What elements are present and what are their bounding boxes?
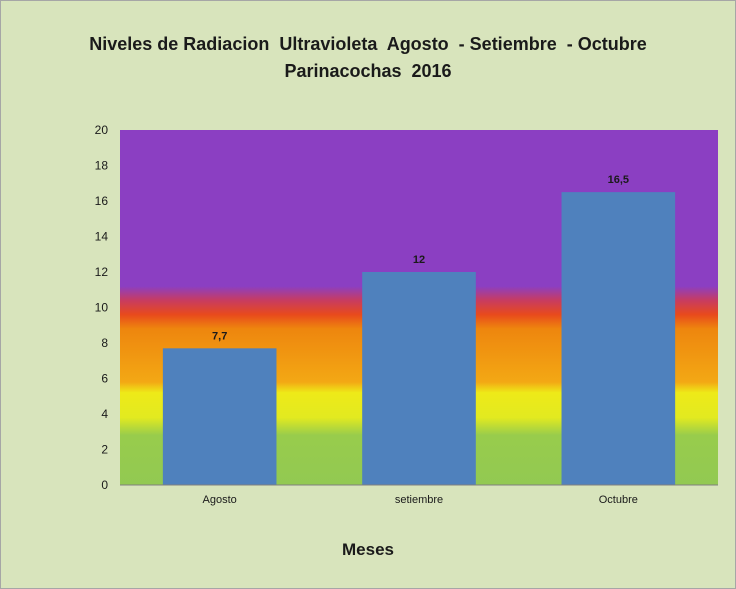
y-tick-label: 20 (95, 123, 109, 137)
y-tick-label: 0 (101, 478, 108, 492)
y-tick-label: 8 (101, 336, 108, 350)
data-label: 16,5 (608, 174, 629, 186)
y-tick-label: 4 (101, 407, 108, 421)
data-label: 12 (413, 254, 425, 266)
data-label: 7,7 (212, 330, 227, 342)
chart-title: Niveles de Radiacion Ultravioleta Agosto… (0, 31, 736, 85)
y-tick-label: 6 (101, 372, 108, 386)
bars: 7,7 12 16,5 (162, 174, 676, 485)
y-axis: 0 2 4 6 8 10 12 14 16 18 20 (95, 123, 109, 492)
y-tick-label: 18 (95, 159, 109, 173)
bar (162, 348, 277, 485)
chart-title-line-2: Parinacochas 2016 (284, 61, 452, 81)
x-tick-label: Octubre (599, 494, 638, 506)
y-tick-label: 14 (95, 230, 109, 244)
x-tick-label: Agosto (203, 494, 237, 506)
y-tick-label: 10 (95, 301, 109, 315)
x-tick-label: setiembre (395, 494, 443, 506)
y-tick-label: 2 (101, 443, 108, 457)
chart-title-line-1: Niveles de Radiacion Ultravioleta Agosto… (89, 34, 647, 54)
y-tick-label: 16 (95, 194, 109, 208)
bar (362, 272, 476, 485)
y-tick-label: 12 (95, 265, 109, 279)
x-axis: Agosto setiembre Octubre (203, 494, 638, 506)
x-axis-title: Meses (342, 540, 394, 559)
bar (561, 192, 676, 485)
